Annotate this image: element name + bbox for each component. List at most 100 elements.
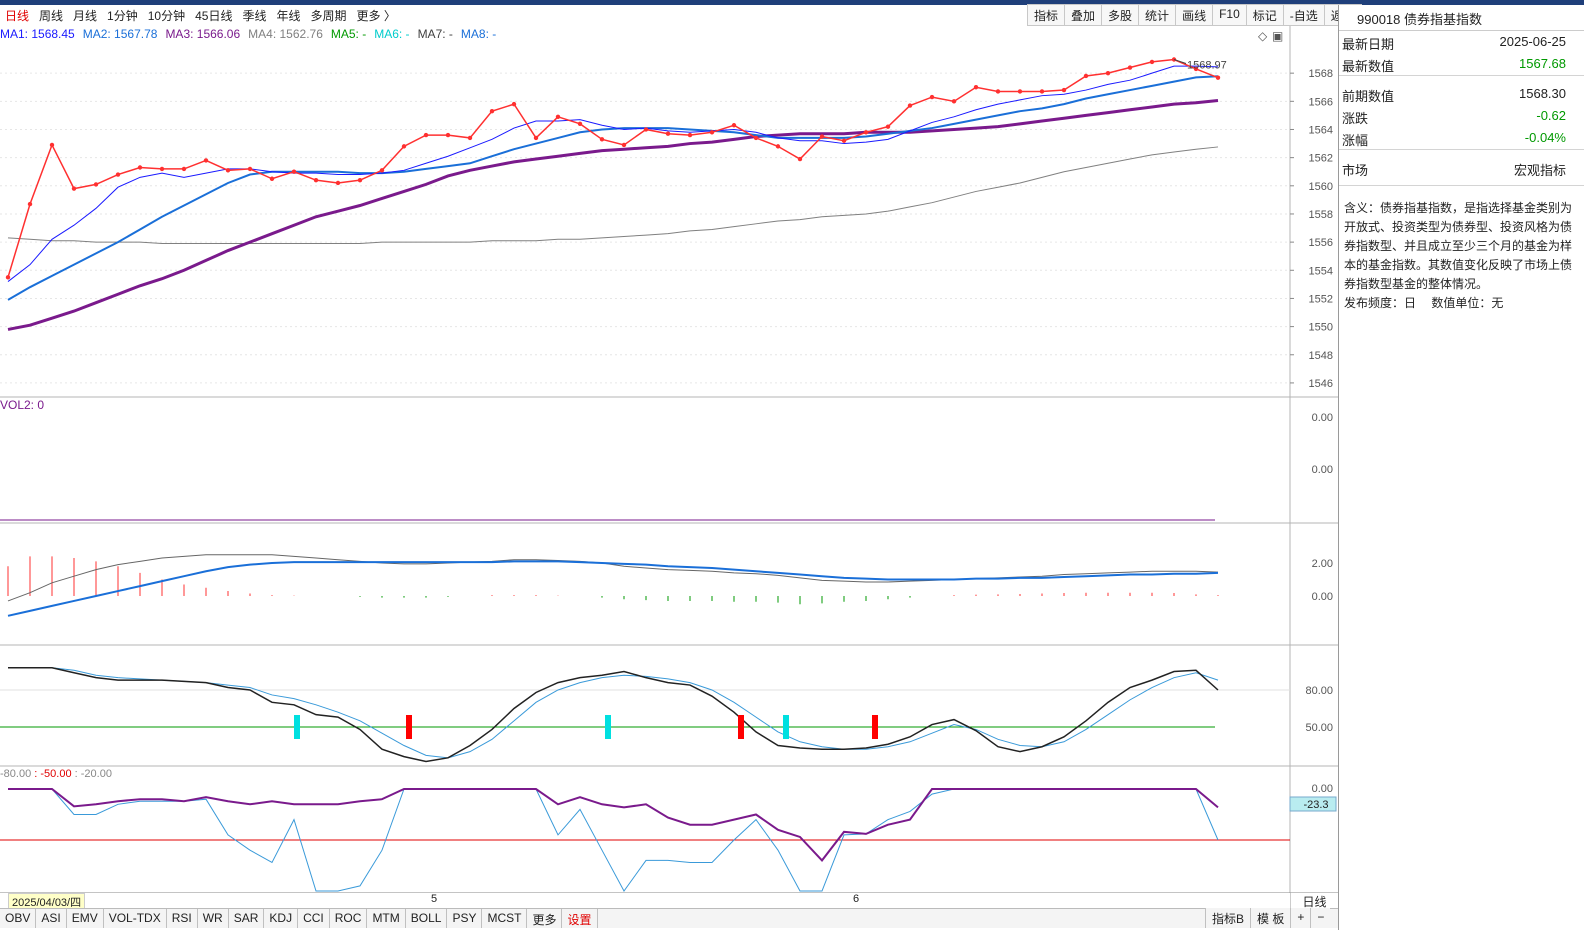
toolbar-button-3[interactable]: 统计 <box>1139 4 1177 26</box>
month-marker-5: 5 <box>431 893 438 905</box>
price-tick-label: 1566 <box>1309 96 1333 108</box>
info-key: 最新数值 <box>1342 59 1395 74</box>
close-point <box>995 89 1001 94</box>
period-item-4[interactable]: 10分钟 <box>147 8 186 23</box>
indicator-tab-6[interactable]: SAR <box>229 909 265 928</box>
close-point <box>1149 59 1155 65</box>
close-point <box>467 135 473 141</box>
indicator-tab-3[interactable]: VOL-TDX <box>104 909 167 928</box>
period-item-6[interactable]: 季线 <box>242 8 267 23</box>
ma-legend-item: MA7: - <box>417 27 453 41</box>
period-item-8[interactable]: 多周期 <box>310 8 347 23</box>
indicator-tab-7[interactable]: KDJ <box>264 909 299 928</box>
indicator-tab-9[interactable]: ROC <box>330 909 368 928</box>
close-point <box>159 166 165 172</box>
close-point <box>247 166 253 172</box>
close-point <box>49 142 55 148</box>
info-value: 1568.30 <box>1519 86 1566 101</box>
indicator-tab-11[interactable]: BOLL <box>406 909 448 928</box>
indicator-controls: 指标B 模 板 + − <box>1205 908 1331 928</box>
period-item-7[interactable]: 年线 <box>276 8 301 23</box>
index-name: 债券指基指数 <box>1404 12 1483 27</box>
price-tick-label: 1554 <box>1309 265 1333 277</box>
ma-legend: MA1: 1568.45 MA2: 1567.78 MA3: 1566.06 MA4:… <box>0 27 504 43</box>
toolbar-button-1[interactable]: 叠加 <box>1065 4 1103 26</box>
high-pointer <box>1173 59 1187 64</box>
close-point <box>731 123 737 128</box>
close-point <box>5 275 11 280</box>
indicator-tab-0[interactable]: OBV <box>0 909 37 928</box>
close-point <box>203 158 209 163</box>
indicator-tab-1[interactable]: ASI <box>36 909 67 928</box>
close-point <box>753 135 759 141</box>
info-key: 最新日期 <box>1342 37 1395 52</box>
close-point <box>621 142 627 148</box>
vol-tick-label: 0.00 <box>1312 412 1333 424</box>
close-point <box>709 130 715 135</box>
price-tick-label: 1558 <box>1309 209 1333 221</box>
info-row: 最新日期 2025-06-25 <box>1339 31 1584 53</box>
close-point <box>819 134 825 139</box>
macd-dea-line <box>7 560 1219 617</box>
close-point <box>929 94 935 100</box>
kdj-cross-marker <box>294 715 300 739</box>
indicator-control-3[interactable]: − <box>1310 908 1331 928</box>
indicator-tab-13[interactable]: MCST <box>482 909 528 928</box>
toolbar-button-6[interactable]: 标记 <box>1246 4 1284 26</box>
wr-current-value: -23.3 <box>1303 799 1328 811</box>
info-row: 前期数值 1568.30 <box>1339 83 1584 105</box>
indicator-tab-4[interactable]: RSI <box>167 909 198 928</box>
indicator-tab-5[interactable]: WR <box>198 909 229 928</box>
chart-area[interactable]: 1568 1566 1564 1562 1560 1558 1556 1554 1552 1550… <box>0 0 1338 893</box>
close-point <box>225 168 231 173</box>
close-point <box>445 132 451 138</box>
period-item-0[interactable]: 日线 <box>5 8 30 23</box>
period-item-9[interactable]: 更多 〉 <box>356 8 396 23</box>
indicator-control-1[interactable]: 模 板 <box>1250 908 1291 928</box>
indicator-control-2[interactable]: + <box>1290 908 1311 928</box>
close-point <box>335 180 341 186</box>
info-value: 1567.68 <box>1519 56 1566 71</box>
close-point <box>599 137 605 142</box>
indicator-control-0[interactable]: 指标B <box>1205 908 1251 928</box>
price-tick-label: 1550 <box>1309 322 1333 334</box>
indicator-tab-15[interactable]: 设置 <box>562 909 598 928</box>
indicator-tab-2[interactable]: EMV <box>67 909 104 928</box>
period-item-3[interactable]: 1分钟 <box>107 8 138 23</box>
vol-label: VOL2: 0 <box>0 398 45 412</box>
indicator-tab-10[interactable]: MTM <box>367 909 406 928</box>
indicator-tab-8[interactable]: CCI <box>298 909 330 928</box>
high-label: 1568.97 <box>1187 60 1227 72</box>
current-date-label: 2025/04/03/四 <box>8 893 86 911</box>
month-marker-6: 6 <box>853 893 860 905</box>
info-row: 涨跌 -0.62 <box>1339 105 1584 127</box>
wr-label-low: -80.00 <box>0 768 32 780</box>
toolbar-button-7[interactable]: -自选 <box>1283 4 1325 26</box>
ma-legend-item: MA5: - <box>330 27 367 41</box>
price-tick-label: 1546 <box>1309 378 1333 390</box>
close-point <box>775 144 781 149</box>
toolbar-button-2[interactable]: 多股 <box>1102 4 1140 26</box>
toolbar-button-0[interactable]: 指标 <box>1027 4 1066 26</box>
toolbar-button-5[interactable]: F10 <box>1213 4 1247 26</box>
kdj-cross-marker <box>605 715 611 739</box>
info-value: -0.04% <box>1524 130 1566 145</box>
close-point <box>379 168 385 173</box>
wr-tick-label: 0.00 <box>1312 783 1333 795</box>
toolbar-button-4[interactable]: 画线 <box>1176 4 1214 26</box>
close-point <box>1215 75 1221 80</box>
indicator-tab-14[interactable]: 更多 <box>527 909 563 928</box>
close-point <box>907 103 913 108</box>
indicator-tab-12[interactable]: PSY <box>447 909 483 928</box>
close-point <box>71 186 77 191</box>
price-tick-label: 1564 <box>1309 124 1333 136</box>
kdj-tick-label: 80.00 <box>1305 685 1333 697</box>
period-item-5[interactable]: 45日线 <box>195 8 233 23</box>
price-tick-label: 1568 <box>1309 68 1333 80</box>
close-point <box>27 201 33 207</box>
ma-legend-item: MA6: - <box>374 27 410 41</box>
period-item-2[interactable]: 月线 <box>73 8 98 23</box>
period-item-1[interactable]: 周线 <box>39 8 64 23</box>
close-point <box>401 144 407 149</box>
index-code: 990018 <box>1357 12 1401 27</box>
